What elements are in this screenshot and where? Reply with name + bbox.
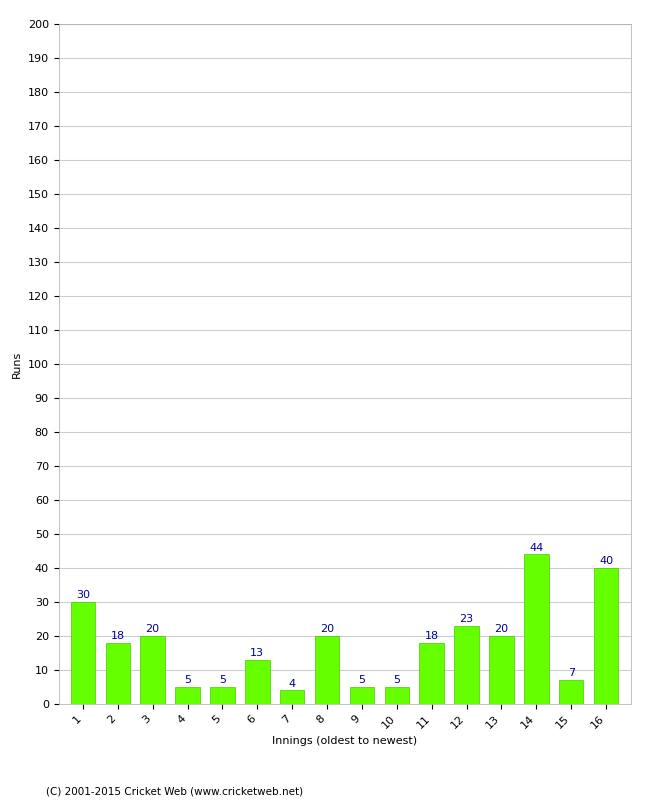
Bar <box>594 568 618 704</box>
Bar <box>315 636 339 704</box>
Text: 4: 4 <box>289 678 296 689</box>
Text: 44: 44 <box>529 542 543 553</box>
Bar <box>105 643 130 704</box>
Text: 20: 20 <box>495 624 508 634</box>
Bar <box>176 687 200 704</box>
Text: 5: 5 <box>219 675 226 686</box>
Bar <box>385 687 409 704</box>
Bar <box>489 636 514 704</box>
Y-axis label: Runs: Runs <box>12 350 22 378</box>
Text: 18: 18 <box>424 631 439 641</box>
Text: 20: 20 <box>320 624 334 634</box>
Text: 5: 5 <box>393 675 400 686</box>
X-axis label: Innings (oldest to newest): Innings (oldest to newest) <box>272 736 417 746</box>
Bar <box>245 660 270 704</box>
Text: (C) 2001-2015 Cricket Web (www.cricketweb.net): (C) 2001-2015 Cricket Web (www.cricketwe… <box>46 786 303 796</box>
Bar <box>210 687 235 704</box>
Bar <box>350 687 374 704</box>
Bar <box>559 680 584 704</box>
Bar <box>454 626 479 704</box>
Text: 20: 20 <box>146 624 160 634</box>
Bar <box>280 690 304 704</box>
Bar <box>524 554 549 704</box>
Bar <box>419 643 444 704</box>
Text: 23: 23 <box>460 614 474 624</box>
Bar <box>140 636 165 704</box>
Bar <box>71 602 95 704</box>
Text: 30: 30 <box>76 590 90 600</box>
Text: 13: 13 <box>250 648 265 658</box>
Text: 5: 5 <box>184 675 191 686</box>
Text: 40: 40 <box>599 556 613 566</box>
Text: 7: 7 <box>567 669 575 678</box>
Text: 5: 5 <box>358 675 365 686</box>
Text: 18: 18 <box>111 631 125 641</box>
